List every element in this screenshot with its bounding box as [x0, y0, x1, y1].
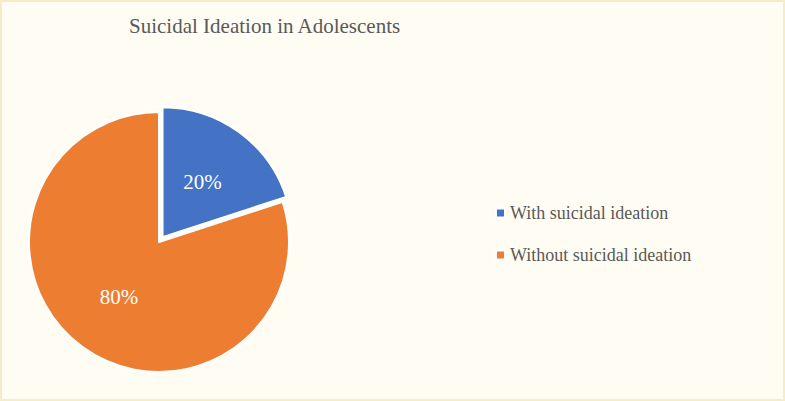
svg-text:20%: 20% [183, 170, 222, 194]
svg-text:Without suicidal ideation: Without suicidal ideation [510, 245, 691, 265]
svg-text:80%: 80% [100, 285, 139, 309]
svg-text:With suicidal ideation: With suicidal ideation [510, 203, 668, 223]
svg-text:Suicidal Ideation in Adolescen: Suicidal Ideation in Adolescents [129, 14, 400, 38]
